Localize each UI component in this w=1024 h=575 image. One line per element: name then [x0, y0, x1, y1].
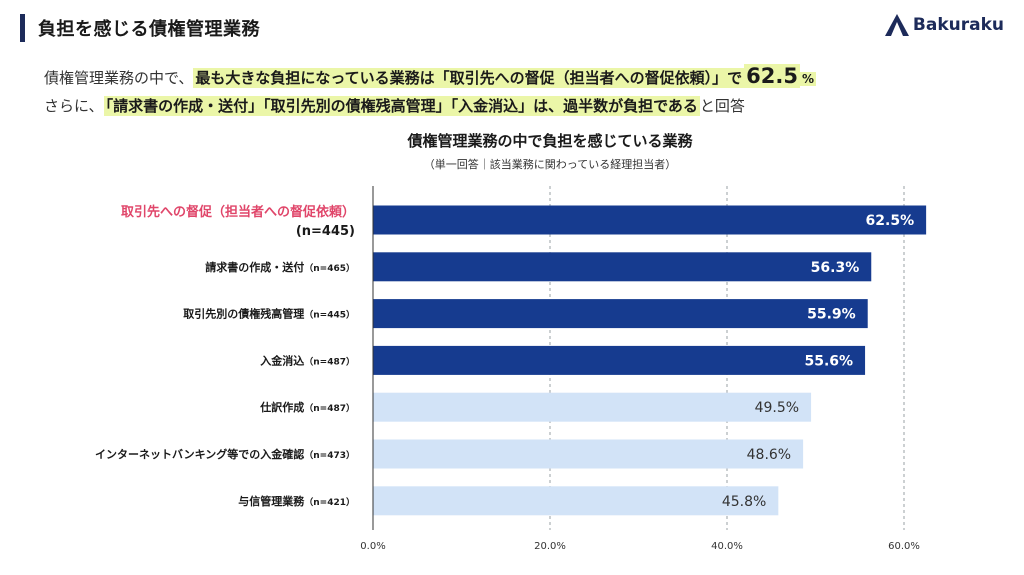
category-name-2: 取引先別の債権残高管理	[183, 307, 304, 321]
x-tick-label-3: 60.0%	[888, 541, 920, 552]
chart-title: 債権管理業務の中で負担を感じている業務	[407, 132, 693, 150]
category-label-2: 取引先別の債権残高管理（n=445）	[183, 307, 355, 321]
summary-line2-suffix: と回答	[699, 97, 745, 115]
chart-subtitle: （単一回答｜該当業務に関わっている経理担当者）	[423, 158, 677, 171]
bakuraku-logo-icon	[884, 14, 909, 36]
bar-1	[373, 252, 872, 282]
bar-value-label-6: 45.8%	[722, 494, 766, 510]
x-tick-label-0: 0.0%	[360, 541, 385, 552]
bar-value-label-2: 55.9%	[807, 307, 856, 323]
summary-text: 債権管理業務の中で、 最も大きな負担になっている業務は「取引先への督促（担当者への…	[44, 63, 817, 120]
sample-size-label-3: （n=487）	[304, 356, 355, 367]
bar-5	[373, 439, 804, 469]
category-label-3: 入金消込（n=487）	[260, 353, 355, 367]
bar-2	[373, 299, 868, 329]
bar-value-label-3: 55.6%	[804, 353, 853, 369]
bar-0	[373, 205, 927, 235]
category-name-4: 仕訳作成	[259, 400, 304, 414]
sample-size-label-0: (n=445)	[296, 224, 355, 239]
bar-value-label-1: 56.3%	[811, 260, 860, 276]
summary-line1-percent: %	[800, 72, 817, 86]
bar-value-label-5: 48.6%	[747, 447, 791, 463]
category-label-4: 仕訳作成（n=487）	[259, 400, 355, 414]
category-name-6: 与信管理業務	[238, 494, 305, 508]
sample-size-label-1: （n=465）	[304, 263, 355, 274]
bar-value-label-0: 62.5%	[866, 213, 915, 229]
category-label-6: 与信管理業務（n=421）	[238, 494, 355, 508]
category-label-0: 取引先への督促（担当者への督促依頼）	[121, 204, 355, 220]
bar-3	[373, 345, 866, 375]
brand-logo: Bakuraku	[884, 14, 1004, 36]
summary-line2-highlight: 「請求書の作成・送付」「取引先別の債権残高管理」「入金消込」は、過半数が負担であ…	[103, 96, 700, 116]
category-name-5: インターネットバンキング等での入金確認	[95, 447, 304, 461]
category-name-1: 請求書の作成・送付	[205, 260, 304, 274]
sample-size-label-5: （n=473）	[304, 450, 355, 461]
category-label-5: インターネットバンキング等での入金確認（n=473）	[95, 447, 355, 461]
category-label-1: 請求書の作成・送付（n=465）	[205, 260, 355, 274]
summary-line-2: さらに、 「請求書の作成・送付」「取引先別の債権残高管理」「入金消込」は、過半数が…	[44, 93, 816, 120]
summary-line-1: 債権管理業務の中で、 最も大きな負担になっている業務は「取引先への督促（担当者への…	[44, 63, 817, 93]
summary-line1-value: 62.5	[744, 64, 800, 88]
logo-text: Bakuraku	[912, 15, 1004, 35]
bar-4	[373, 392, 812, 422]
summary-line2-prefix: さらに、	[44, 97, 104, 115]
x-tick-label-2: 40.0%	[711, 541, 743, 552]
sample-size-label-6: （n=421）	[304, 497, 355, 508]
page-title: 負担を感じる債権管理業務	[38, 19, 260, 40]
bar-6	[373, 486, 779, 516]
sample-size-label-2: （n=445）	[304, 310, 355, 321]
category-name-3: 入金消込	[260, 353, 304, 367]
summary-line1-highlight: 最も大きな負担になっている業務は「取引先への督促（担当者への督促依頼）」で	[193, 68, 745, 88]
sample-size-label-4: （n=487）	[304, 403, 355, 414]
summary-line1-prefix: 債権管理業務の中で、	[44, 69, 194, 87]
header-accent-bar	[20, 14, 25, 42]
x-tick-label-1: 20.0%	[534, 541, 566, 552]
bar-value-label-4: 49.5%	[755, 400, 799, 416]
